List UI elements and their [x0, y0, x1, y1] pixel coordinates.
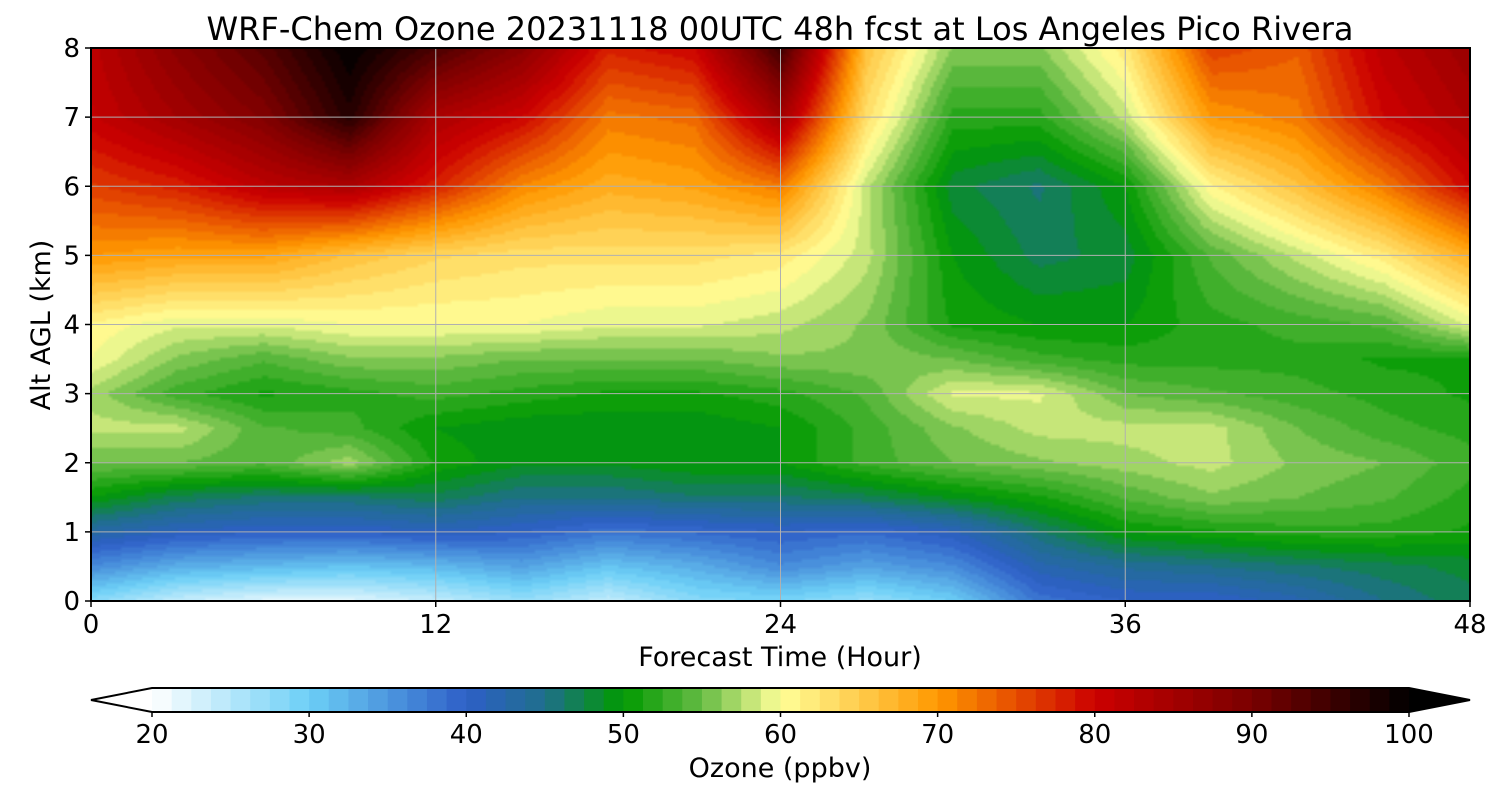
x-tick-label: 24 — [764, 610, 797, 640]
colorbar-segment — [230, 688, 251, 712]
colorbar-segment — [957, 688, 978, 712]
x-axis-label: Forecast Time (Hour) — [638, 642, 922, 673]
x-axis-ticks: 0 12 24 36 48 — [83, 601, 1487, 640]
colorbar-segment — [544, 688, 566, 712]
colorbar-segment — [839, 688, 860, 712]
colorbar-segment — [1212, 688, 1233, 712]
colorbar-segment — [564, 688, 585, 712]
y-tick-label: 8 — [63, 34, 80, 64]
colorbar-segment — [269, 688, 291, 712]
colorbar-segment — [1330, 688, 1351, 712]
colorbar-tick-label: 100 — [1384, 720, 1434, 750]
colorbar-tick-label: 30 — [293, 720, 326, 750]
colorbar-segment — [191, 688, 212, 712]
colorbar-tick-label: 60 — [764, 720, 797, 750]
colorbar-segment — [721, 688, 742, 712]
colorbar-segment — [859, 688, 880, 712]
colorbar-segment — [1035, 688, 1057, 712]
colorbar-segment — [309, 688, 330, 712]
grid-lines — [91, 48, 1470, 601]
colorbar-segment — [878, 688, 899, 712]
colorbar-tick-label: 80 — [1078, 720, 1111, 750]
colorbar-segment — [917, 688, 939, 712]
colorbar-segment — [701, 688, 723, 712]
colorbar-segment — [819, 688, 841, 712]
colorbar-segment — [662, 688, 683, 712]
colorbar-segment — [643, 688, 664, 712]
colorbar-segment — [976, 688, 998, 712]
x-tick-label: 0 — [83, 610, 100, 640]
colorbar-segment — [210, 688, 232, 712]
colorbar-segment — [996, 688, 1017, 712]
colorbar-segment — [348, 688, 369, 712]
colorbar-segment — [1389, 688, 1410, 712]
colorbar-segment — [446, 688, 467, 712]
x-tick-label: 12 — [419, 610, 452, 640]
colorbar-tick-label: 40 — [450, 720, 483, 750]
colorbar-segment — [1232, 688, 1253, 712]
colorbar-segment — [1251, 688, 1273, 712]
y-axis-label: Alt AGL (km) — [26, 240, 57, 411]
colorbar-segment — [328, 688, 350, 712]
chart-title: WRF-Chem Ozone 20231118 00UTC 48h fcst a… — [207, 10, 1354, 48]
colorbar-segment — [387, 688, 408, 712]
colorbar-min-extend — [91, 688, 152, 712]
colorbar-segment — [368, 688, 389, 712]
y-axis-ticks: 0 1 2 3 4 5 6 7 8 — [63, 34, 91, 617]
colorbar-segment — [1055, 688, 1076, 712]
colorbar-segment — [1075, 688, 1096, 712]
colorbar-segment — [1094, 688, 1115, 712]
y-tick-label: 4 — [63, 311, 80, 341]
colorbar-segment — [505, 688, 526, 712]
colorbar-segment — [250, 688, 271, 712]
y-tick-label: 3 — [63, 380, 80, 410]
colorbar-segment — [760, 688, 782, 712]
colorbar-label: Ozone (ppbv) — [689, 753, 872, 784]
colorbar-segment — [603, 688, 624, 712]
colorbar-segment — [1369, 688, 1390, 712]
colorbar-segment — [800, 688, 821, 712]
colorbar-segment — [741, 688, 762, 712]
y-tick-label: 5 — [63, 241, 80, 271]
colorbar-segment — [1192, 688, 1214, 712]
colorbar-segment — [466, 688, 487, 712]
colorbar-segment — [152, 688, 173, 712]
y-tick-label: 0 — [63, 587, 80, 617]
colorbar-segment — [898, 688, 919, 712]
colorbar-segment — [1173, 688, 1194, 712]
colorbar-segment — [623, 688, 644, 712]
colorbar-segment — [289, 688, 310, 712]
colorbar-segment — [407, 688, 428, 712]
colorbar-segment — [682, 688, 703, 712]
x-tick-label: 36 — [1109, 610, 1142, 640]
y-tick-label: 6 — [63, 172, 80, 202]
colorbar-segment — [485, 688, 507, 712]
colorbar-segment — [1114, 688, 1135, 712]
colorbar-max-extend — [1409, 688, 1470, 712]
colorbar-segment — [1134, 688, 1155, 712]
colorbar-segment — [1291, 688, 1312, 712]
colorbar-tick-label: 50 — [607, 720, 640, 750]
colorbar: 20 30 40 50 60 70 80 90 100 — [90, 687, 1471, 750]
colorbar-segment — [937, 688, 958, 712]
colorbar-segment — [1153, 688, 1174, 712]
colorbar-segment — [171, 688, 192, 712]
colorbar-segment — [525, 688, 546, 712]
colorbar-tick-label: 20 — [135, 720, 168, 750]
colorbar-segment — [1271, 688, 1292, 712]
colorbar-segment — [1310, 688, 1332, 712]
colorbar-segment — [426, 688, 448, 712]
colorbar-tick-label: 90 — [1235, 720, 1268, 750]
colorbar-segment — [1016, 688, 1037, 712]
y-tick-label: 2 — [63, 449, 80, 479]
colorbar-segment — [584, 688, 605, 712]
colorbar-segment — [780, 688, 801, 712]
colorbar-tick-label: 70 — [921, 720, 954, 750]
colorbar-segment — [1350, 688, 1371, 712]
x-tick-label: 48 — [1453, 610, 1486, 640]
y-tick-label: 1 — [63, 518, 80, 548]
y-tick-label: 7 — [63, 103, 80, 133]
